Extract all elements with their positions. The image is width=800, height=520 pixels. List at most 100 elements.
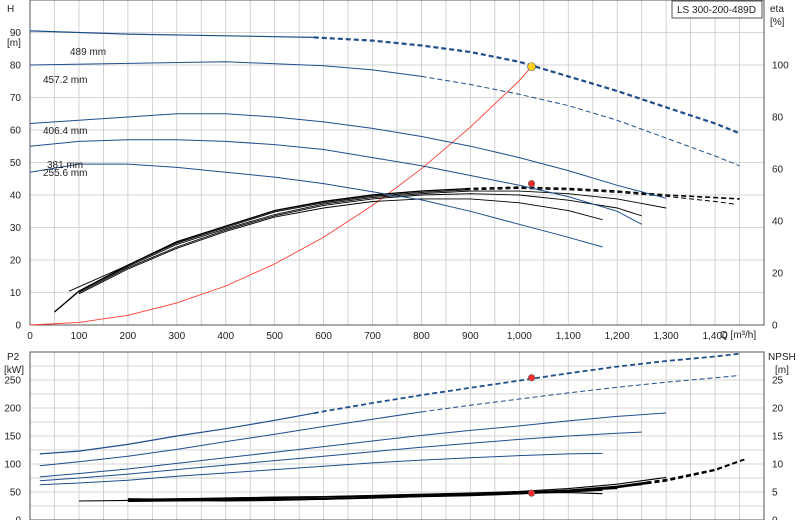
efficiency-curve-2-dashed (465, 187, 735, 205)
head-panel-frame (29, 0, 765, 326)
model-label-box (671, 0, 763, 19)
npsh-tick-label: 25 (772, 376, 784, 387)
x-tick-label: 1,400 (703, 331, 728, 342)
x-tick-label: 500 (266, 331, 283, 342)
power-curve-2-dashed (421, 375, 740, 413)
p2-tick-label: 200 (4, 404, 21, 415)
x-tick-label: 800 (413, 331, 430, 342)
eta-axis-unit: [%] (770, 17, 785, 28)
h-axis-title: H (7, 4, 14, 15)
head-panel-grid (29, 0, 765, 326)
duty-point-marker (528, 374, 536, 382)
efficiency-curve-4 (78, 193, 642, 293)
p2-tick-label: 150 (4, 432, 21, 443)
duty-point-marker (528, 489, 536, 497)
head-curve-2-solid (29, 61, 422, 77)
head-curve-label: 457.2 mm (43, 75, 87, 86)
npsh-curve-1-dashed (646, 458, 745, 484)
head-panel-curves (29, 30, 740, 326)
h-axis-unit: [m] (7, 38, 21, 49)
head-curve-4 (29, 139, 642, 225)
x-tick-label: 1,000 (507, 331, 532, 342)
eta-axis-title: eta (770, 4, 784, 15)
power-panel-frame (29, 351, 765, 520)
p2-axis-unit: [kW] (4, 365, 24, 376)
npsh-tick-label: 0 (772, 516, 778, 520)
h-tick-label: 50 (10, 158, 22, 169)
model-label: LS 300-200-489D (677, 5, 756, 16)
efficiency-curve-1-dashed (465, 186, 740, 200)
duty-points (527, 62, 536, 497)
h-tick-label: 30 (10, 223, 22, 234)
power-curve-1-dashed (313, 352, 740, 415)
h-tick-label: 90 (10, 28, 22, 39)
npsh-tick-label: 15 (772, 432, 784, 443)
power-panel-curves (39, 352, 745, 503)
efficiency-curve-1-solid (54, 188, 466, 313)
npsh-tick-label: 20 (772, 404, 784, 415)
head-curve-label: 489 mm (70, 47, 106, 58)
p2-tick-label: 50 (10, 488, 22, 499)
x-tick-label: 900 (462, 331, 479, 342)
h-tick-label: 80 (10, 61, 22, 72)
q-axis-label: Q [m³/h] (720, 330, 756, 341)
x-tick-label: 700 (364, 331, 381, 342)
h-tick-label: 40 (10, 191, 22, 202)
head-curve-label: 406.4 mm (43, 126, 87, 137)
npsh-curve-4 (127, 484, 642, 501)
power-curve-5 (39, 452, 603, 486)
h-tick-label: 70 (10, 93, 22, 104)
power-curve-3 (39, 412, 667, 478)
x-tick-label: 600 (315, 331, 332, 342)
npsh-curve-3 (127, 476, 667, 500)
h-tick-label: 20 (10, 256, 22, 267)
axis-ticks: 0 100 200 300 400 500 600 700 800 900 1,000 1,100 1,… (4, 28, 789, 520)
npsh-axis-title: NPSH (768, 352, 796, 363)
npsh-curve-2-dashed (646, 460, 740, 485)
head-curve-3 (29, 113, 667, 199)
x-tick-label: 1,100 (556, 331, 581, 342)
x-tick-label: 300 (168, 331, 185, 342)
p2-tick-label: 0 (15, 516, 21, 520)
x-tick-label: 1,200 (605, 331, 630, 342)
system-curve (29, 66, 532, 326)
eta-tick-label: 80 (772, 113, 784, 124)
efficiency-curve-3 (78, 190, 667, 292)
eta-tick-label: 40 (772, 217, 784, 228)
x-tick-label: 1,300 (654, 331, 679, 342)
power-curve-2-solid (39, 411, 422, 467)
duty-point-marker (528, 180, 536, 188)
p2-tick-label: 100 (4, 460, 21, 471)
eta-tick-label: 60 (772, 165, 784, 176)
duty-point-marker (527, 62, 536, 71)
power-curve-1-solid (39, 412, 314, 455)
efficiency-curve-2-solid (68, 189, 466, 292)
eta-tick-label: 100 (772, 61, 789, 72)
npsh-curve-7 (78, 488, 618, 502)
head-curve-5 (29, 163, 603, 248)
p2-axis-title: P2 (7, 352, 20, 363)
p2-tick-label: 250 (4, 376, 21, 387)
npsh-tick-label: 10 (772, 460, 784, 471)
x-tick-label: 100 (71, 331, 88, 342)
head-curve-1-dashed (313, 36, 740, 135)
npsh-axis-unit: [m] (775, 365, 789, 376)
efficiency-curve-5 (78, 198, 603, 295)
head-curve-2-dashed (421, 75, 740, 167)
head-curve-1-solid (29, 30, 314, 38)
npsh-curve-6 (127, 492, 603, 501)
head-curve-label: 381 mm (47, 160, 83, 171)
h-tick-label: 10 (10, 288, 22, 299)
power-curve-4 (39, 431, 642, 482)
eta-tick-label: 20 (772, 269, 784, 280)
x-tick-label: 200 (120, 331, 137, 342)
eta-tick-label: 0 (772, 321, 778, 332)
npsh-tick-label: 5 (772, 488, 778, 499)
x-tick-label: 400 (217, 331, 234, 342)
x-tick-label: 0 (27, 331, 33, 342)
head-curve-label: 255.6 mm (43, 168, 87, 179)
h-tick-label: 60 (10, 126, 22, 137)
h-tick-label: 0 (15, 321, 21, 332)
